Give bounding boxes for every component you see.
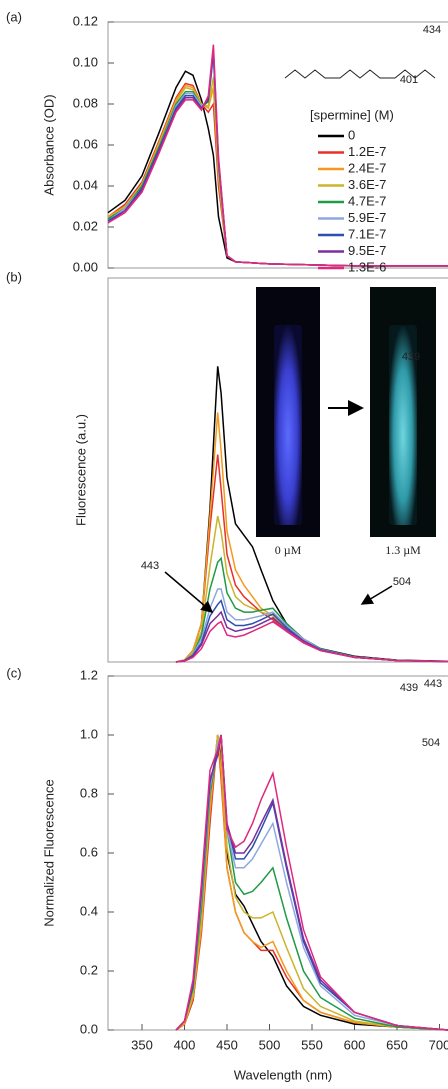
series-line [107, 70, 448, 267]
series-line [175, 734, 448, 1031]
y-tick-label: 0.08 [73, 95, 98, 110]
legend-label: 1.3E-6 [348, 259, 386, 274]
series-line [175, 515, 448, 663]
series-line [107, 84, 448, 267]
peak-label: 443 [141, 560, 159, 572]
x-tick-label: 450 [216, 1037, 238, 1052]
y-tick-label: 0.10 [73, 54, 98, 69]
panel-label: (b) [6, 269, 22, 284]
y-axis-title: Fluorescence (a.u.) [73, 414, 88, 526]
legend-label: 9.5E-7 [348, 243, 386, 258]
legend-label: 2.4E-7 [348, 160, 386, 175]
series-group [175, 734, 448, 1031]
series-line [175, 734, 448, 1031]
y-tick-label: 1.2 [80, 667, 98, 682]
y-tick-label: 0.12 [73, 13, 98, 28]
series-line [175, 734, 448, 1031]
series-line [107, 77, 448, 267]
y-axis-title: Normalized Fluorescence [41, 779, 56, 926]
series-group [175, 366, 448, 663]
annotation-arrow [360, 585, 393, 605]
panel-label: (c) [6, 665, 21, 680]
series-line [107, 44, 448, 267]
series-line [107, 52, 448, 267]
panel-label: (a) [6, 9, 22, 24]
y-tick-label: 0.6 [80, 844, 98, 859]
legend-label: 0 [348, 127, 355, 142]
series-line [107, 54, 448, 267]
series-line [175, 734, 448, 1031]
series-line [175, 734, 448, 1031]
vial-cyan [389, 325, 417, 525]
series-line [175, 734, 448, 1031]
annotation-arrow [164, 571, 214, 613]
peak-label: 401 [400, 74, 418, 86]
legend-label: 7.1E-7 [348, 226, 386, 241]
inset-photos [256, 287, 436, 537]
x-tick-label: 650 [386, 1037, 408, 1052]
legend-title: [spermine] (M) [310, 107, 394, 122]
legend-label: 5.9E-7 [348, 210, 386, 225]
legend-label: 4.7E-7 [348, 193, 386, 208]
peak-label: 439 [400, 682, 418, 694]
peak-label: 504 [422, 737, 440, 749]
vial-blue [274, 325, 302, 525]
inset-label: 0 µM [275, 543, 302, 557]
peak-label: 504 [393, 576, 411, 588]
legend-label: 3.6E-7 [348, 177, 386, 192]
peak-label: 443 [424, 678, 442, 690]
x-tick-label: 600 [344, 1037, 366, 1052]
series-line [107, 54, 448, 267]
x-tick-label: 350 [131, 1037, 153, 1052]
legend-label: 1.2E-7 [348, 144, 386, 159]
y-tick-label: 0.06 [73, 136, 98, 151]
series-line [175, 734, 448, 1031]
y-tick-label: 0.00 [73, 259, 98, 274]
inset-label: 1.3 µM [385, 543, 421, 557]
x-tick-label: 700 [429, 1037, 448, 1052]
series-line [175, 620, 448, 663]
x-axis-title: Wavelength (nm) [234, 1067, 333, 1082]
x-tick-label: 550 [301, 1037, 323, 1052]
series-line [175, 610, 448, 663]
y-tick-label: 0.8 [80, 785, 98, 800]
x-tick-label: 500 [259, 1037, 281, 1052]
series-line [107, 48, 448, 267]
series-line [107, 82, 448, 267]
plot-frame [107, 675, 448, 1031]
y-tick-label: 0.4 [80, 903, 98, 918]
x-tick-label: 400 [174, 1037, 196, 1052]
series-line [175, 734, 448, 1031]
y-tick-label: 0.0 [80, 1021, 98, 1036]
series-line [175, 599, 448, 663]
molecule-skeleton [284, 69, 436, 79]
peak-label: 439 [402, 351, 420, 363]
y-tick-label: 0.2 [80, 962, 98, 977]
peak-label: 434 [423, 24, 441, 36]
plot-frame [107, 277, 448, 663]
y-tick-label: 0.04 [73, 177, 98, 192]
y-axis-title: Absorbance (OD) [41, 94, 56, 195]
series-group [107, 44, 448, 267]
series-line [175, 734, 448, 1031]
y-tick-label: 1.0 [80, 726, 98, 741]
y-tick-label: 0.02 [73, 218, 98, 233]
